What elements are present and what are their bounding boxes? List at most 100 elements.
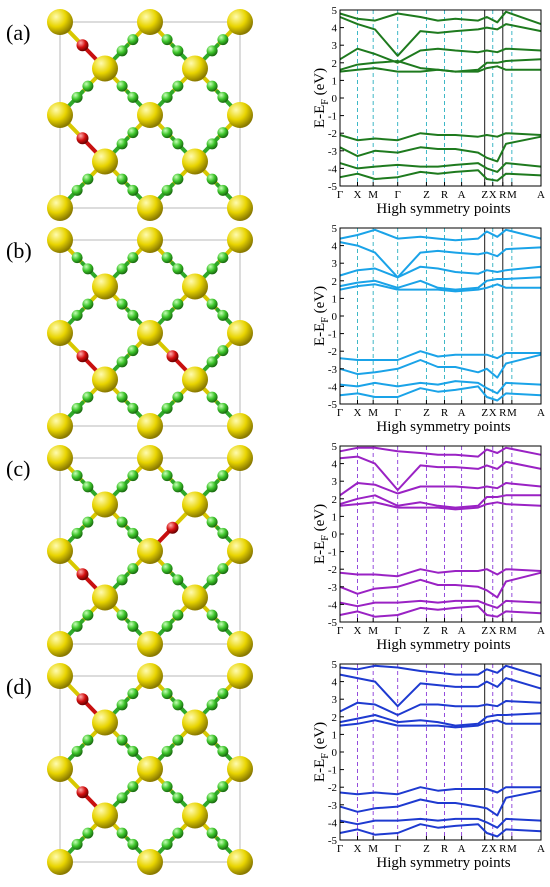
y-tick-label: 5 (332, 5, 338, 17)
green-atom (217, 402, 229, 414)
band-line (339, 568, 542, 578)
yellow-atom (182, 273, 208, 300)
x-tick-label: Z (481, 189, 488, 201)
x-tick-label: Γ (337, 625, 343, 637)
x-tick-label: A (458, 625, 466, 637)
x-tick-label: M (507, 407, 517, 419)
green-atom (217, 838, 229, 850)
band-line (339, 265, 542, 279)
y-tick-label: -4 (328, 381, 338, 393)
x-axis-label: High symmetry points (376, 201, 510, 217)
red-atom (76, 693, 89, 706)
x-tick-label: R (441, 625, 449, 637)
band-line (339, 228, 542, 242)
yellow-atom (47, 102, 73, 128)
y-tick-label: -3 (328, 582, 338, 594)
yellow-atom (227, 102, 253, 128)
red-atom (76, 132, 89, 145)
x-tick-label: R (441, 407, 449, 419)
green-atom (161, 745, 173, 757)
y-tick-label: 0 (332, 311, 338, 323)
red-atom (76, 350, 89, 363)
green-atom (127, 402, 139, 414)
x-tick-label: M (507, 189, 517, 201)
band-line (339, 482, 542, 497)
y-tick-label: 3 (332, 694, 338, 706)
green-atom (206, 827, 218, 839)
green-atom (127, 745, 139, 757)
x-tick-label: Γ (337, 189, 343, 201)
green-atom (172, 173, 184, 185)
y-tick-label: 3 (332, 40, 338, 52)
yellow-atom (92, 709, 118, 736)
y-tick-label: -3 (328, 800, 338, 812)
yellow-atom (92, 55, 118, 82)
y-tick-label: 4 (332, 23, 338, 35)
plot-frame (339, 227, 542, 405)
y-tick-label: -4 (328, 817, 338, 829)
band-line (339, 494, 541, 509)
yellow-atom (137, 631, 163, 657)
green-atom (206, 792, 218, 804)
y-tick-label: -4 (328, 163, 338, 175)
y-tick-label: 3 (332, 476, 338, 488)
plot-frame (339, 9, 542, 187)
x-tick-label: M (368, 189, 378, 201)
green-atom (161, 781, 173, 793)
green-atom (161, 34, 173, 46)
panel-label: (b) (6, 238, 32, 263)
green-atom (161, 402, 173, 414)
green-atom (172, 827, 184, 839)
x-tick-label: X (489, 625, 497, 637)
x-tick-label: X (489, 843, 497, 855)
y-tick-label: 0 (332, 747, 338, 759)
yellow-atom (47, 320, 73, 346)
green-atom (127, 91, 139, 103)
green-atom (217, 781, 229, 793)
green-atom (71, 838, 83, 850)
x-tick-label: X (354, 625, 362, 637)
green-atom (206, 263, 218, 275)
y-tick-label: -3 (328, 364, 338, 376)
x-tick-label: Γ (395, 843, 401, 855)
yellow-atom (137, 663, 163, 689)
green-atom (71, 402, 83, 414)
green-atom (127, 781, 139, 793)
green-atom (217, 127, 229, 139)
y-tick-label: 4 (332, 677, 338, 689)
x-tick-label: R (441, 189, 449, 201)
yellow-atom (182, 55, 208, 82)
green-atom (172, 574, 184, 586)
green-atom (116, 80, 128, 92)
x-tick-label: A (537, 407, 545, 419)
y-tick-label: -1 (328, 765, 337, 777)
green-atom (127, 309, 139, 321)
yellow-atom (92, 148, 118, 175)
green-atom (217, 563, 229, 575)
y-tick-label: 4 (332, 459, 338, 471)
x-tick-label: M (507, 625, 517, 637)
x-axis-label: High symmetry points (376, 855, 510, 871)
x-axis-label: High symmetry points (376, 419, 510, 435)
x-tick-label: Z (423, 843, 430, 855)
x-tick-label: A (458, 407, 466, 419)
green-atom (116, 734, 128, 746)
green-atom (127, 34, 139, 46)
yellow-atom (182, 148, 208, 175)
green-atom (127, 470, 139, 482)
panel-label: (d) (6, 674, 32, 699)
y-axis-label: E-EF (eV) (312, 722, 331, 782)
green-atom (116, 827, 128, 839)
green-atom (71, 184, 83, 196)
x-tick-label: Z (423, 189, 430, 201)
yellow-atom (47, 631, 73, 657)
green-atom (206, 138, 218, 150)
yellow-atom (137, 227, 163, 253)
green-atom (161, 620, 173, 632)
green-atom (161, 688, 173, 700)
green-atom (116, 391, 128, 403)
green-atom (206, 45, 218, 57)
